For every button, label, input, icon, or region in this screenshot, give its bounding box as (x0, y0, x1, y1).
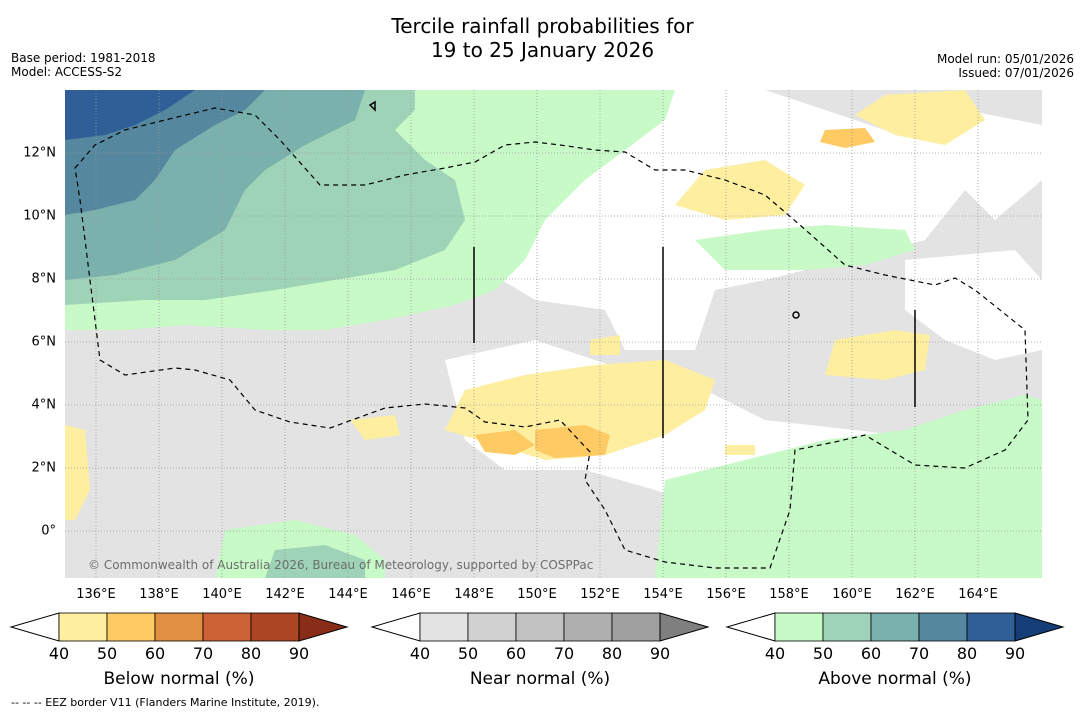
colorbar-2-segment (822, 612, 872, 642)
below-normal-50-center (475, 430, 535, 455)
below-normal-40-west (350, 415, 400, 440)
lon-tick: 144°E (328, 587, 368, 602)
below-normal-50-northeast (820, 128, 875, 148)
map-title: Tercile rainfall probabilities for 19 to… (0, 14, 1085, 62)
colorbar-2-low-arrow (725, 612, 776, 642)
colorbar-0-segment (106, 612, 156, 642)
cb0-tick: 40 (48, 644, 70, 663)
above-normal-40-east (655, 395, 1042, 578)
meta-left: Base period: 1981-2018 Model: ACCESS-S2 (11, 51, 156, 79)
white-region-east (905, 250, 1042, 360)
colorbar-1-segment (611, 612, 661, 642)
lon-tick: 138°E (139, 587, 179, 602)
issued-date: Issued: 07/01/2026 (958, 66, 1074, 80)
cb2-tick: 90 (1004, 644, 1026, 663)
lon-tick: 164°E (958, 587, 998, 602)
lat-tick: 12°N (23, 145, 56, 161)
model-name: Model: ACCESS-S2 (11, 65, 123, 79)
copyright-notice: © Commonwealth of Australia 2026, Bureau… (88, 558, 594, 572)
colorbars-svg (9, 612, 1065, 642)
lon-tick: 146°E (391, 587, 431, 602)
cb0-title: Below normal (%) (103, 669, 255, 689)
cb2-title: Above normal (%) (818, 669, 972, 689)
cb2-tick: 70 (908, 644, 930, 663)
cb1-tick: 60 (505, 644, 527, 663)
title-line-1: Tercile rainfall probabilities for (391, 14, 694, 38)
colorbar-2-segment (966, 612, 1016, 642)
lon-tick: 136°E (76, 587, 116, 602)
cb0-tick: 80 (240, 644, 262, 663)
below-normal-40-southwest (65, 425, 90, 520)
below-normal-40-north (675, 160, 805, 220)
meta-right: Model run: 05/01/2026 Issued: 07/01/2026 (937, 52, 1074, 80)
lon-tick: 162°E (895, 587, 935, 602)
lon-tick: 156°E (706, 587, 746, 602)
lon-tick: 158°E (769, 587, 809, 602)
above-normal-40-east-patch (695, 225, 915, 270)
colorbar-1-low-arrow (370, 612, 421, 642)
lon-tick: 160°E (832, 587, 872, 602)
below-normal-40-small-2 (725, 445, 755, 455)
below-normal-40-northeast (855, 90, 985, 145)
below-normal-40-small-1 (590, 335, 620, 355)
map-area (65, 90, 1042, 578)
island-markers (368, 100, 916, 438)
lon-tick: 148°E (454, 587, 494, 602)
below-normal-50-center-2 (535, 425, 610, 458)
eez-border-west (74, 107, 1029, 569)
colorbar-0-segment (250, 612, 300, 642)
above-normal-50-south (265, 545, 365, 578)
colorbar-1-segment (515, 612, 565, 642)
colorbar-0-low-arrow (9, 612, 60, 642)
above-normal-80 (65, 90, 195, 140)
lon-tick: 154°E (643, 587, 683, 602)
lat-tick: 0° (41, 523, 56, 539)
below-normal-40-east (825, 330, 930, 380)
map-svg (65, 90, 1042, 578)
lat-tick: 8°N (31, 271, 57, 287)
cb2-tick: 80 (956, 644, 978, 663)
lon-tick: 150°E (517, 587, 557, 602)
cb1-tick: 80 (601, 644, 623, 663)
colorbar-2-segment (918, 612, 968, 642)
cb2-tick: 40 (764, 644, 786, 663)
title-line-2: 19 to 25 January 2026 (430, 38, 655, 62)
colorbar-2-high-arrow (1014, 612, 1065, 642)
cb2-tick: 50 (812, 644, 834, 663)
cb0-tick: 60 (144, 644, 166, 663)
colorbar-0-segment (154, 612, 204, 642)
eez-footnote: -- -- -- EEZ border V11 (Flanders Marine… (11, 696, 320, 709)
lat-tick: 2°N (31, 460, 57, 476)
cb0-tick: 50 (96, 644, 118, 663)
colorbar-0-high-arrow (298, 612, 349, 642)
cb0-tick: 90 (288, 644, 310, 663)
colorbar-1-segment (467, 612, 517, 642)
lon-tick: 142°E (265, 587, 305, 602)
colorbar-2-segment (870, 612, 920, 642)
cb1-tick: 40 (409, 644, 431, 663)
cb2-tick: 60 (860, 644, 882, 663)
lat-tick: 10°N (23, 208, 56, 224)
cb0-tick: 70 (192, 644, 214, 663)
cb1-title: Near normal (%) (469, 669, 611, 689)
lon-tick: 140°E (202, 587, 242, 602)
cb1-tick: 50 (457, 644, 479, 663)
model-run: Model run: 05/01/2026 (936, 52, 1074, 66)
colorbar-1-segment (563, 612, 613, 642)
graticule (65, 90, 1042, 578)
colorbar-1-high-arrow (659, 612, 710, 642)
lon-tick: 152°E (580, 587, 620, 602)
colorbar-2-segment (774, 612, 824, 642)
cb1-tick: 70 (553, 644, 575, 663)
cb1-tick: 90 (649, 644, 671, 663)
colorbar-0-segment (202, 612, 252, 642)
colorbar-0-segment (58, 612, 108, 642)
colorbar-1-segment (419, 612, 469, 642)
base-period: Base period: 1981-2018 (11, 51, 156, 65)
lat-tick: 6°N (31, 334, 57, 350)
lat-tick: 4°N (31, 397, 57, 413)
